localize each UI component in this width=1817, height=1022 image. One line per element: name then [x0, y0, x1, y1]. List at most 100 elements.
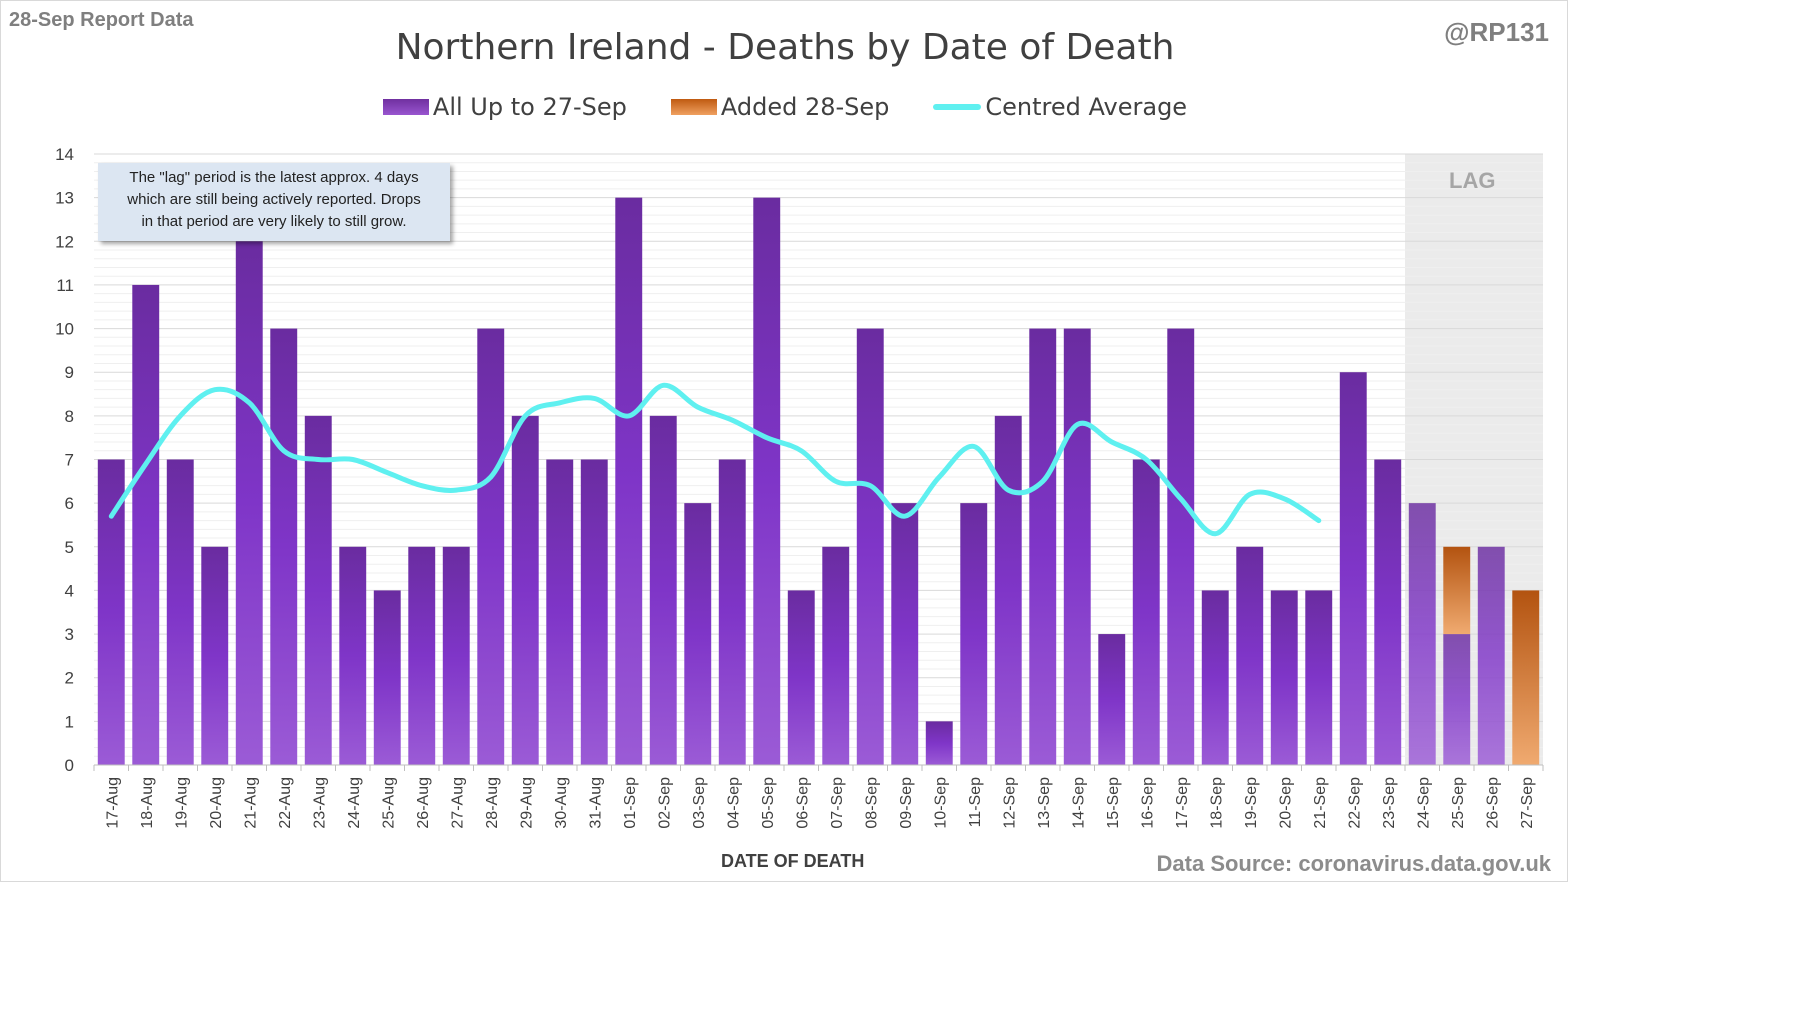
- report-label: 28-Sep Report Data: [9, 9, 194, 31]
- bar-all: [477, 328, 505, 765]
- x-tick-label: 27-Aug: [449, 777, 466, 829]
- x-tick-label: 07-Sep: [829, 777, 846, 829]
- bar-all: [822, 546, 850, 765]
- y-tick-label: 13: [55, 189, 74, 208]
- bar-all: [925, 721, 953, 765]
- centred-average-line: [108, 382, 1322, 537]
- bar-all: [994, 415, 1022, 765]
- bar-all: [1374, 459, 1402, 765]
- y-tick-label: 12: [55, 232, 74, 251]
- bar-all: [511, 415, 539, 765]
- bar-all: [1270, 590, 1298, 765]
- lag-note-line-3: in that period are very likely to still …: [141, 213, 407, 230]
- x-tick-label: 03-Sep: [691, 777, 708, 829]
- legend-item-all: All Up to 27-Sep: [382, 93, 627, 121]
- x-tick-label: 23-Aug: [311, 777, 328, 829]
- legend-label-average: Centred Average: [985, 93, 1188, 121]
- y-tick-label: 1: [65, 712, 74, 731]
- y-tick-label: 10: [55, 320, 74, 339]
- bar-all: [1029, 328, 1057, 765]
- bar-all: [856, 328, 884, 765]
- legend-swatch-line: [933, 104, 982, 110]
- bar-all: [166, 459, 194, 765]
- lag-note: The "lag" period is the latest approx. 4…: [98, 163, 450, 241]
- legend-item-average: Centred Average: [933, 93, 1187, 121]
- bar-all: [615, 197, 643, 766]
- bar-all: [97, 459, 125, 765]
- x-tick-label: 11-Sep: [967, 777, 984, 828]
- x-tick-label: 31-Aug: [587, 777, 604, 829]
- lag-note-line-2: which are still being actively reported.…: [127, 191, 421, 208]
- legend-item-added: Added 28-Sep: [670, 93, 890, 121]
- x-tick-label: 16-Sep: [1139, 777, 1156, 829]
- bar-all: [1098, 634, 1126, 765]
- author-handle: @RP131: [1444, 17, 1549, 47]
- y-tick-label: 9: [65, 363, 74, 382]
- y-tick-label: 3: [65, 625, 74, 644]
- chart-title: Northern Ireland - Deaths by Date of Dea…: [395, 27, 1175, 68]
- x-axis-title: DATE OF DEATH: [721, 851, 865, 871]
- x-tick-label: 18-Sep: [1208, 777, 1225, 829]
- bar-all: [960, 503, 988, 765]
- x-tick-label: 21-Aug: [242, 777, 259, 829]
- bar-all: [753, 197, 781, 766]
- y-tick-label: 2: [65, 669, 74, 688]
- bar-all: [1443, 634, 1471, 765]
- y-tick-label: 5: [65, 538, 74, 557]
- bar-all: [1167, 328, 1195, 765]
- y-tick-label: 7: [65, 451, 74, 470]
- bar-all: [787, 590, 815, 765]
- x-tick-label: 14-Sep: [1070, 777, 1087, 829]
- bar-all: [132, 284, 160, 765]
- bar-all: [304, 415, 332, 765]
- lag-note-line-1: The "lag" period is the latest approx. 4…: [129, 169, 419, 186]
- bar-all: [580, 459, 608, 765]
- bar-all: [442, 546, 470, 765]
- bar-all: [408, 546, 436, 765]
- x-tick-label: 29-Aug: [518, 777, 535, 829]
- x-tick-label: 19-Sep: [1243, 777, 1260, 829]
- y-tick-label: 11: [56, 276, 74, 295]
- y-tick-label: 4: [65, 581, 74, 600]
- x-tick-label: 05-Sep: [760, 777, 777, 829]
- x-tick-label: 01-Sep: [622, 777, 639, 829]
- bar-all: [1408, 503, 1436, 765]
- bar-added: [1512, 590, 1540, 765]
- bar-all: [235, 241, 263, 766]
- x-tick-label: 04-Sep: [725, 777, 742, 829]
- x-tick-label: 22-Sep: [1346, 777, 1363, 829]
- x-tick-label: 10-Sep: [932, 777, 949, 829]
- bar-all: [718, 459, 746, 765]
- x-tick-label: 25-Sep: [1450, 777, 1467, 829]
- x-tick-label: 24-Sep: [1415, 777, 1432, 829]
- x-tick-label: 12-Sep: [1001, 777, 1018, 829]
- bar-all: [1339, 372, 1367, 765]
- x-tick-label: 25-Aug: [380, 777, 397, 829]
- bar-all: [1063, 328, 1091, 765]
- y-tick-label: 0: [65, 756, 74, 775]
- legend: All Up to 27-Sep Added 28-Sep Centred Av…: [1, 93, 1567, 121]
- bar-all: [684, 503, 712, 765]
- bar-all: [270, 328, 298, 765]
- x-tick-label: 19-Aug: [173, 777, 190, 829]
- y-tick-label: 8: [65, 407, 74, 426]
- x-tick-label: 18-Aug: [139, 777, 156, 829]
- x-tick-label: 13-Sep: [1036, 777, 1053, 829]
- x-tick-label: 08-Sep: [863, 777, 880, 829]
- x-tick-label: 20-Aug: [208, 777, 225, 829]
- x-tick-label: 30-Aug: [553, 777, 570, 829]
- data-source: Data Source: coronavirus.data.gov.uk: [1156, 851, 1551, 876]
- x-tick-label: 20-Sep: [1277, 777, 1294, 829]
- bar-added: [1443, 546, 1471, 635]
- legend-swatch-orange: [670, 99, 717, 115]
- x-tick-label: 15-Sep: [1105, 777, 1122, 829]
- x-tick-label: 26-Aug: [415, 777, 432, 829]
- bar-all: [649, 415, 677, 765]
- x-tick-label: 17-Sep: [1174, 777, 1191, 829]
- legend-label-added: Added 28-Sep: [720, 93, 890, 121]
- x-tick-label: 23-Sep: [1381, 777, 1398, 829]
- bar-all: [1236, 546, 1264, 765]
- x-tick-label: 09-Sep: [898, 777, 915, 829]
- y-tick-label: 6: [65, 494, 74, 513]
